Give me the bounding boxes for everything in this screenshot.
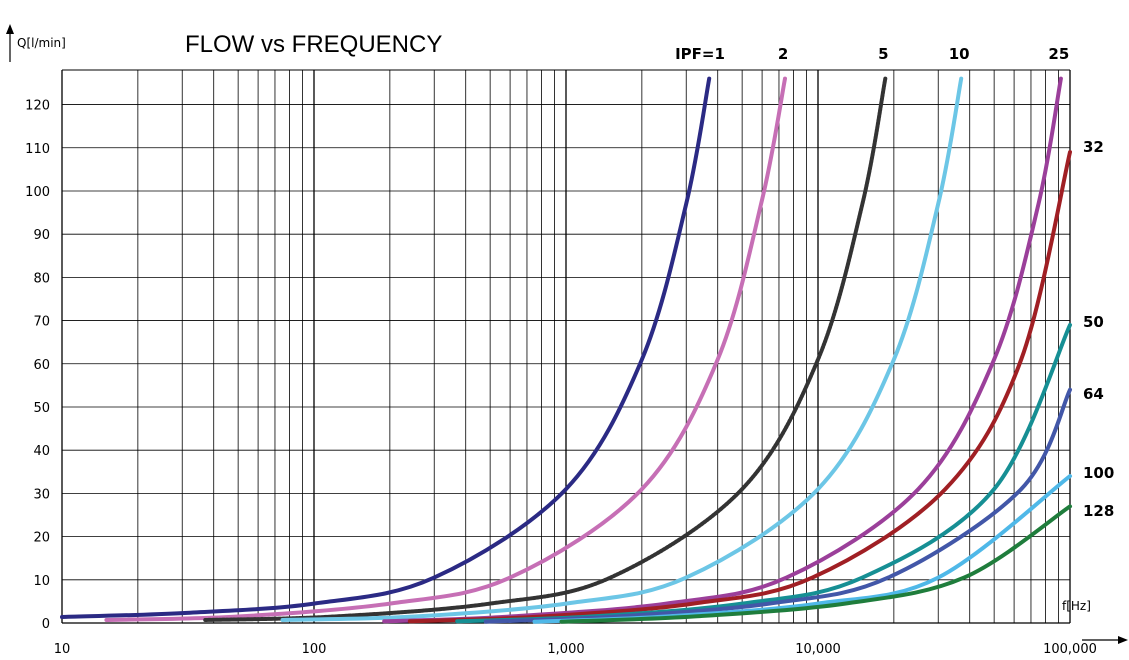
series-label: IPF=1 xyxy=(675,45,725,63)
series-label: 2 xyxy=(778,45,788,63)
series-lines xyxy=(60,76,1072,624)
x-tick-label: 100 xyxy=(302,642,327,657)
y-tick-label: 30 xyxy=(33,487,50,502)
y-tick-label: 120 xyxy=(25,99,50,114)
x-tick-label: 1,000 xyxy=(547,642,584,657)
series-label: 64 xyxy=(1083,385,1104,403)
grid xyxy=(61,69,1071,624)
series-label: 5 xyxy=(878,45,888,63)
series-label: 32 xyxy=(1083,138,1104,156)
series-line-2 xyxy=(104,76,787,622)
x-tick-label: 10,000 xyxy=(795,642,841,657)
x-tick-labels: 10 100 1,000 10,000 100,000 xyxy=(54,642,1097,657)
x-arrowhead-icon xyxy=(1118,636,1128,644)
y-tick-label: 0 xyxy=(42,617,50,632)
x-axis-label: f[Hz] xyxy=(1062,599,1091,613)
y-tick-label: 70 xyxy=(33,315,50,330)
y-tick-label: 80 xyxy=(33,271,50,286)
y-tick-label: 60 xyxy=(33,358,50,373)
y-tick-label: 40 xyxy=(33,444,50,459)
series-label: 50 xyxy=(1083,313,1104,331)
y-tick-label: 10 xyxy=(33,574,50,589)
y-tick-label: 110 xyxy=(25,142,50,157)
chart-title: FLOW vs FREQUENCY xyxy=(185,31,442,58)
y-tick-label: 100 xyxy=(25,185,50,200)
x-tick-label: 10 xyxy=(54,642,71,657)
x-tick-label: 100,000 xyxy=(1043,642,1097,657)
y-tick-label: 20 xyxy=(33,531,50,546)
series-line-ipf1 xyxy=(60,76,712,619)
series-line-5 xyxy=(203,76,888,622)
y-tick-label: 50 xyxy=(33,401,50,416)
series-line-64 xyxy=(483,387,1072,624)
y-tick-labels: 0 10 20 30 40 50 60 70 80 90 100 110 120 xyxy=(25,99,50,632)
series-label: 25 xyxy=(1048,45,1069,63)
y-axis-label: Q[l/min] xyxy=(17,36,66,50)
series-label: 10 xyxy=(949,45,970,63)
series-line-128 xyxy=(559,504,1072,624)
y-arrowhead-icon xyxy=(6,24,14,34)
series-label: 100 xyxy=(1083,464,1114,482)
series-line-10 xyxy=(280,76,964,622)
y-tick-label: 90 xyxy=(33,228,50,243)
series-line-50 xyxy=(455,322,1072,624)
series-line-32 xyxy=(407,150,1072,624)
series-label: 128 xyxy=(1083,502,1114,520)
